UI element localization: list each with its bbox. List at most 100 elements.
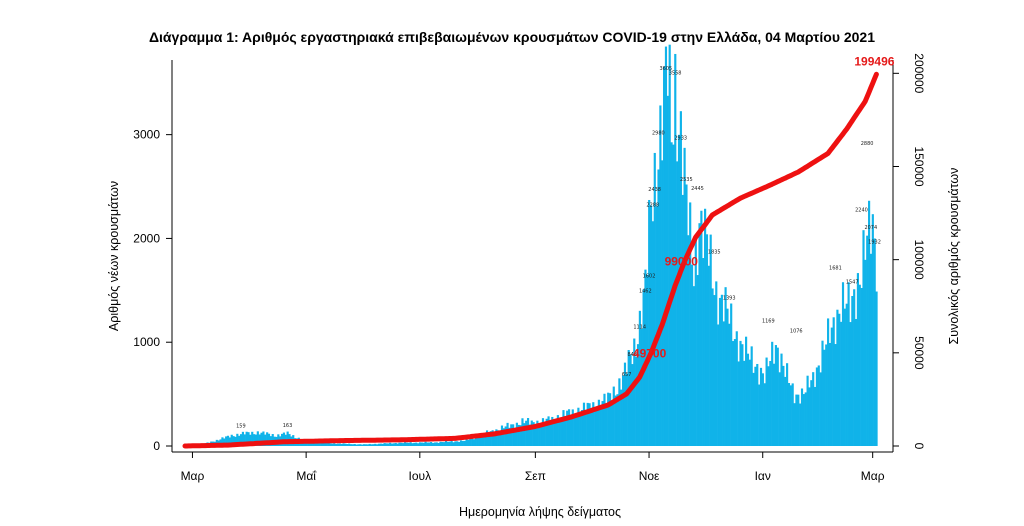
daily-bar (383, 443, 386, 446)
daily-bar (387, 443, 390, 446)
daily-bar (864, 259, 867, 446)
daily-bar (765, 357, 768, 446)
daily-bar (715, 281, 718, 446)
daily-bar (409, 442, 412, 446)
daily-bar (663, 66, 666, 446)
daily-bar (320, 442, 323, 446)
daily-bar-label: 2288 (646, 203, 659, 209)
daily-bar (690, 264, 694, 446)
daily-bar (636, 344, 640, 446)
daily-bar (340, 443, 343, 446)
daily-bar (569, 416, 572, 446)
daily-bar (560, 417, 563, 446)
daily-bar (420, 442, 423, 446)
daily-bar (873, 238, 876, 446)
daily-bar (431, 443, 435, 446)
daily-bar (791, 383, 794, 446)
daily-bar (651, 221, 654, 446)
daily-bar (417, 443, 420, 446)
daily-bar (327, 442, 330, 446)
daily-bar (469, 438, 472, 446)
daily-bar (704, 208, 707, 446)
daily-bar-label: 2074 (864, 225, 877, 231)
daily-bar (838, 313, 841, 446)
chart-title: Διάγραμμα 1: Αριθμός εργαστηριακά επιβεβ… (148, 29, 875, 45)
daily-bar-label: 2933 (674, 136, 687, 142)
daily-bar (782, 365, 785, 446)
daily-bar (668, 44, 671, 446)
daily-bar (761, 373, 764, 446)
x-axis-tick-label: Νοε (639, 469, 660, 483)
daily-bar (769, 360, 772, 446)
daily-bar (379, 443, 382, 446)
daily-bar (599, 407, 602, 446)
daily-bar (581, 410, 584, 446)
daily-bar (579, 414, 582, 446)
daily-bar (858, 284, 861, 446)
daily-bar-label: 1393 (723, 295, 736, 301)
daily-bar (586, 402, 589, 446)
daily-bar (446, 441, 449, 446)
daily-bar (243, 434, 246, 446)
daily-bar (748, 359, 751, 446)
daily-bar (510, 424, 513, 446)
cumulative-label: 99000 (665, 255, 699, 269)
daily-bar (817, 365, 820, 446)
daily-bar (657, 169, 660, 447)
daily-bar (249, 434, 252, 446)
daily-bar (361, 444, 364, 446)
daily-bar (405, 442, 408, 446)
daily-bar (616, 394, 619, 446)
daily-bar (862, 230, 865, 446)
daily-bar (238, 435, 241, 446)
daily-bar (713, 295, 716, 446)
daily-bar (221, 437, 224, 446)
daily-bar (588, 403, 591, 446)
daily-bar (808, 387, 811, 446)
daily-bar (474, 436, 477, 446)
daily-bar (868, 200, 871, 446)
daily-bar (614, 395, 617, 446)
daily-bar (828, 342, 832, 446)
daily-bar (478, 437, 481, 446)
daily-bar (871, 214, 874, 446)
daily-bar (456, 441, 459, 446)
daily-bar (608, 393, 612, 446)
daily-bar (321, 442, 325, 446)
daily-bar (567, 409, 571, 446)
daily-bar (694, 238, 697, 446)
daily-bar (439, 441, 442, 446)
daily-bar (502, 428, 505, 446)
daily-bar-label: 848 (627, 352, 637, 358)
daily-bar (264, 434, 267, 446)
daily-bar (802, 394, 805, 446)
daily-bar (534, 426, 537, 446)
left-axis-tick-label: 1000 (133, 335, 160, 349)
daily-bar-label: 2980 (652, 131, 665, 137)
daily-bar (323, 442, 326, 446)
daily-bar (806, 375, 809, 446)
daily-bar (789, 385, 792, 446)
daily-bar (659, 105, 662, 447)
daily-bar (403, 442, 407, 446)
daily-bar (333, 443, 336, 446)
daily-bar (698, 223, 701, 446)
daily-bar (731, 341, 735, 446)
daily-bar (730, 303, 733, 446)
daily-bar (499, 431, 502, 446)
daily-bar (711, 288, 714, 446)
daily-bar (815, 367, 818, 446)
daily-bar (722, 321, 725, 446)
daily-bar (402, 443, 405, 446)
daily-bar (551, 416, 554, 446)
daily-bar (519, 425, 522, 446)
daily-bar (653, 152, 656, 446)
daily-bar (454, 441, 457, 446)
daily-bar (415, 442, 418, 446)
daily-bar (396, 443, 399, 446)
daily-bar (592, 402, 595, 446)
daily-bar (677, 134, 681, 446)
daily-bar (618, 378, 621, 446)
daily-bar (823, 349, 826, 446)
daily-bar (267, 433, 271, 446)
